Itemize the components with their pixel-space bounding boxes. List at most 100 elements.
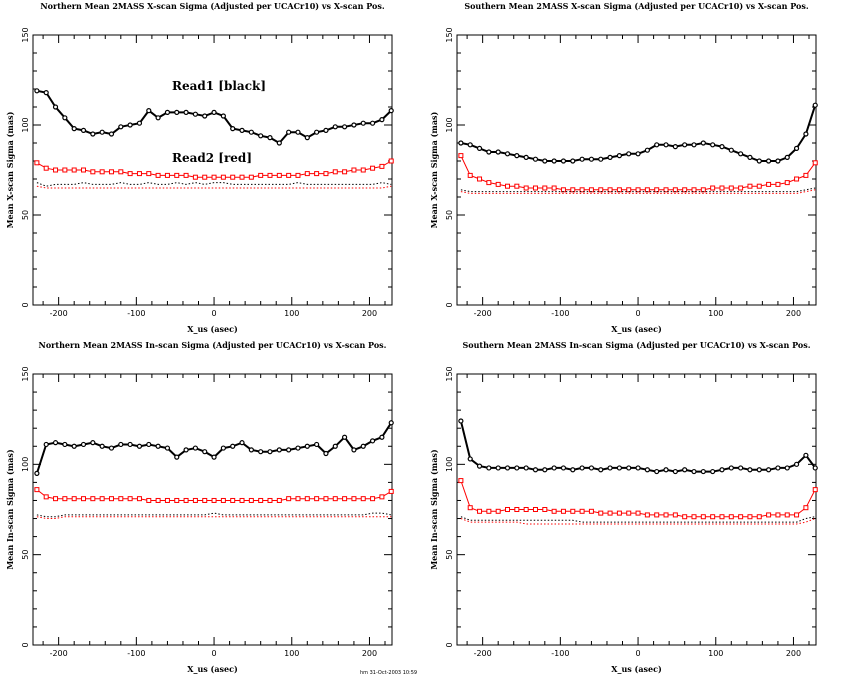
y-tick-label: 150 xyxy=(21,366,30,381)
data-point xyxy=(560,465,567,471)
data-point xyxy=(71,167,77,173)
data-point xyxy=(295,172,301,178)
chart-title: Northern Mean 2MASS In-scan Sigma (Adjus… xyxy=(39,340,387,350)
data-point xyxy=(579,508,585,514)
data-point xyxy=(728,514,734,520)
series-line xyxy=(460,189,816,194)
data-point xyxy=(607,510,613,516)
data-point xyxy=(108,445,115,451)
data-point xyxy=(570,508,576,514)
chart-title: Northern Mean 2MASS X-scan Sigma (Adjust… xyxy=(40,1,385,11)
y-tick-label: 0 xyxy=(445,642,454,647)
data-point xyxy=(286,447,292,453)
series-read1-mean xyxy=(34,420,394,476)
data-point xyxy=(682,514,688,520)
data-point xyxy=(192,497,198,503)
data-point xyxy=(560,158,567,164)
data-point xyxy=(99,169,105,175)
data-point xyxy=(108,131,115,137)
plot-frame xyxy=(456,373,817,646)
series-read2-mean xyxy=(458,153,818,193)
data-point xyxy=(34,487,40,493)
x-tick-label: 0 xyxy=(636,309,641,318)
x-axis-label: X_us (asec) xyxy=(611,664,662,674)
data-point xyxy=(314,129,320,135)
data-point xyxy=(332,169,338,175)
data-point xyxy=(351,496,357,502)
data-point xyxy=(239,497,245,503)
data-point xyxy=(747,154,753,160)
data-point xyxy=(258,497,264,503)
data-point xyxy=(286,496,292,502)
data-point xyxy=(379,163,385,169)
data-point xyxy=(146,107,152,114)
y-tick-label: 50 xyxy=(445,550,454,560)
data-point xyxy=(477,176,483,182)
data-point xyxy=(532,185,538,191)
data-point xyxy=(523,465,529,471)
data-point xyxy=(598,510,604,516)
data-point xyxy=(71,126,77,132)
data-point xyxy=(756,158,762,164)
data-point xyxy=(691,187,697,193)
data-point xyxy=(248,497,254,503)
data-point xyxy=(654,142,660,148)
data-point xyxy=(542,467,548,473)
data-point xyxy=(304,171,310,177)
data-point xyxy=(90,131,96,137)
data-point xyxy=(505,507,511,512)
data-point xyxy=(495,181,501,187)
data-point xyxy=(654,512,660,518)
data-point xyxy=(542,507,548,512)
data-point xyxy=(551,185,557,191)
data-point xyxy=(332,496,338,502)
data-point xyxy=(239,127,245,133)
x-axis-label: X_us (asec) xyxy=(187,324,238,334)
data-point xyxy=(486,149,492,155)
data-point xyxy=(52,440,59,446)
data-point xyxy=(127,496,133,502)
x-tick-label: 100 xyxy=(284,649,299,658)
y-axis-label: Mean In-scan Sigma (mas) xyxy=(429,449,439,570)
data-point xyxy=(379,434,385,440)
series-read1-dotted xyxy=(460,516,816,523)
y-tick-label: 0 xyxy=(445,302,454,307)
data-point xyxy=(323,450,329,457)
data-point xyxy=(532,467,539,473)
data-point xyxy=(803,131,809,137)
y-tick-label: 50 xyxy=(21,210,30,220)
y-axis-label: Mean X-scan Sigma (mas) xyxy=(5,111,15,228)
data-point xyxy=(532,507,538,512)
data-point xyxy=(738,514,744,520)
data-point xyxy=(719,185,725,191)
x-tick-label: -100 xyxy=(551,649,569,658)
data-point xyxy=(738,151,744,157)
data-point xyxy=(700,514,706,520)
data-point xyxy=(700,140,706,146)
data-point xyxy=(351,447,357,453)
data-point xyxy=(514,465,520,471)
y-tick-label: 50 xyxy=(445,210,454,220)
data-point xyxy=(476,145,483,151)
data-point xyxy=(682,467,688,473)
data-point xyxy=(570,467,576,473)
data-point xyxy=(43,441,49,448)
data-point xyxy=(467,142,473,148)
data-point xyxy=(793,145,800,151)
data-point xyxy=(360,443,366,449)
data-point xyxy=(230,497,236,503)
data-point xyxy=(784,512,790,518)
data-point xyxy=(476,463,483,469)
data-point xyxy=(663,142,669,148)
data-point xyxy=(323,127,329,133)
data-point xyxy=(812,160,818,166)
data-point xyxy=(691,468,697,475)
data-point xyxy=(756,183,762,189)
data-point xyxy=(202,113,208,119)
data-point xyxy=(183,447,189,453)
chart-panel-4: Southern Mean 2MASS In-scan Sigma (Adjus… xyxy=(429,340,818,674)
data-point xyxy=(579,187,585,193)
data-point xyxy=(598,156,604,162)
footer-timestamp: hm 31-Oct-2003 10:59 xyxy=(360,670,417,676)
data-point xyxy=(467,505,473,511)
